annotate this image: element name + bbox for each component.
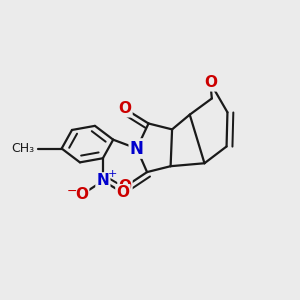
- Text: O: O: [204, 75, 217, 90]
- Text: N: N: [130, 140, 144, 158]
- Text: O: O: [118, 101, 131, 116]
- Text: N: N: [97, 173, 109, 188]
- Text: O: O: [75, 187, 88, 202]
- Text: CH₃: CH₃: [11, 142, 35, 155]
- Text: −: −: [67, 185, 77, 198]
- Text: O: O: [118, 179, 131, 194]
- Text: +: +: [108, 169, 117, 178]
- Text: O: O: [116, 185, 129, 200]
